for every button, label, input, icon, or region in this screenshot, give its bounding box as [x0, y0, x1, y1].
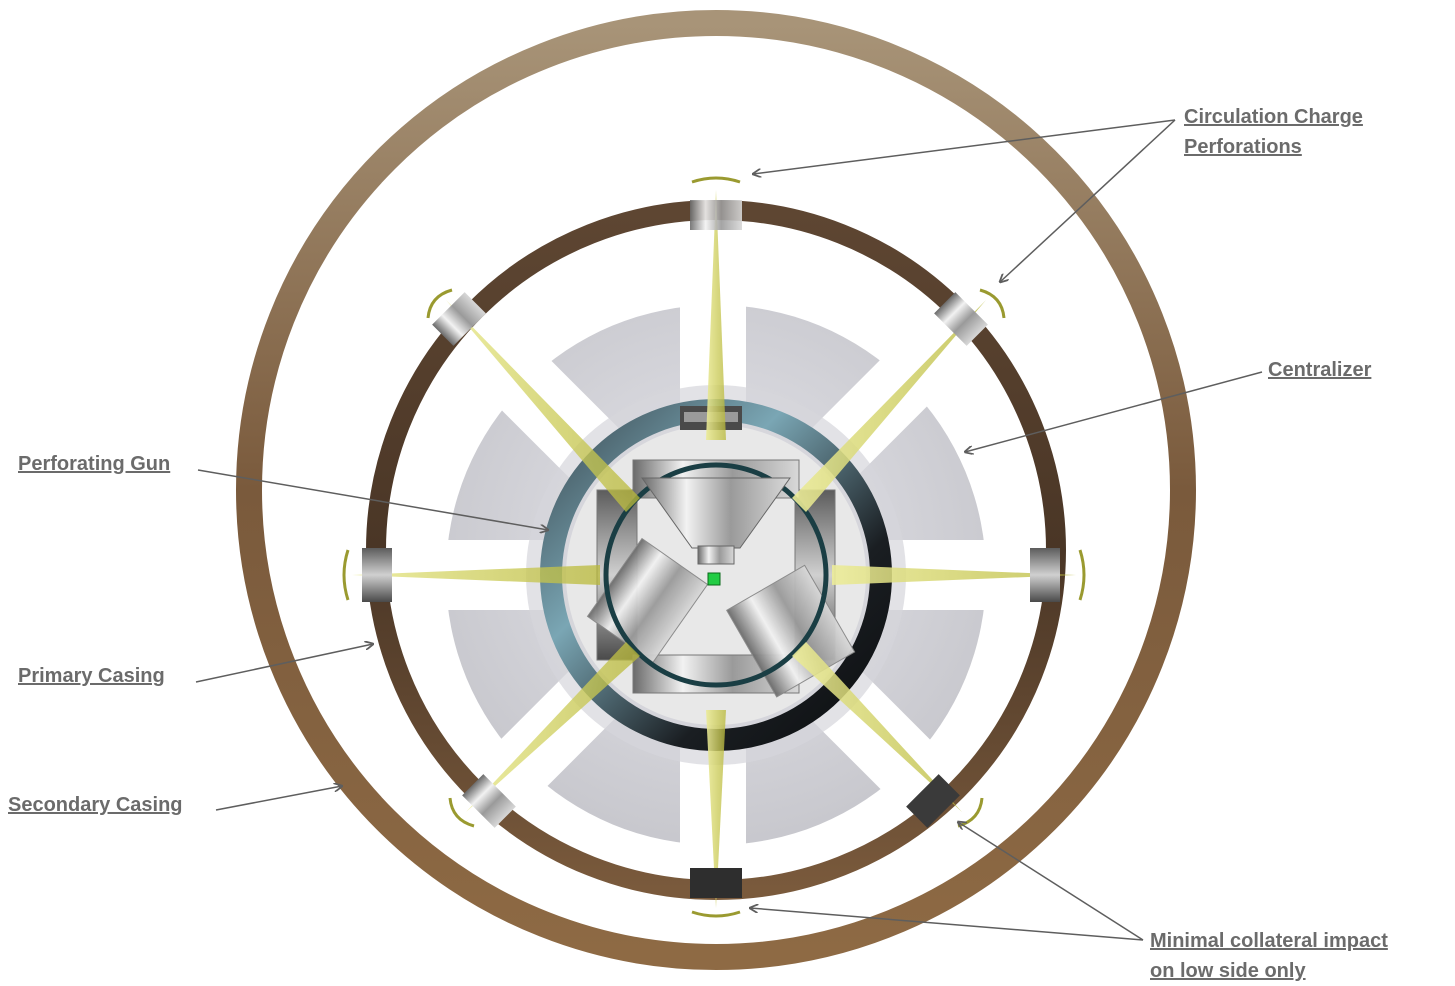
secondary-casing	[236, 10, 1196, 970]
label-circulation-line2: Perforations	[1184, 136, 1302, 158]
callout-leaders	[195, 119, 1263, 941]
jet-right	[832, 549, 1086, 601]
label-circulation-charge-perforations: Circulation Charge Perforations	[1184, 102, 1363, 162]
label-minimal-line1: Minimal collateral impact	[1150, 930, 1388, 952]
leader-secondary-casing	[215, 786, 342, 811]
label-secondary-casing: Secondary Casing	[8, 794, 183, 816]
jet-down	[691, 710, 741, 918]
label-circulation-line1: Circulation Charge	[1184, 106, 1363, 128]
casing-perforations	[362, 200, 1060, 898]
leader-primary-casing	[195, 644, 373, 683]
leader-minimal-a	[750, 908, 1144, 941]
leader-perforating-gun	[197, 469, 548, 530]
jet-left	[342, 549, 600, 601]
jet-up	[691, 176, 741, 440]
jet-up-right	[792, 288, 1006, 512]
label-perforating-gun: Perforating Gun	[18, 453, 171, 475]
label-primary-casing: Primary Casing	[18, 665, 165, 687]
label-minimal-line2: on low side only	[1150, 960, 1306, 982]
leader-centralizer	[965, 371, 1263, 452]
shaped-charge-cone	[641, 477, 791, 549]
label-minimal-collateral-impact: Minimal collateral impact on low side on…	[1150, 926, 1388, 986]
indicator-light	[707, 572, 721, 586]
label-centralizer: Centralizer	[1268, 359, 1372, 381]
gun-inner-ring	[603, 462, 829, 688]
jet-down-left	[448, 642, 640, 828]
perforation-jets	[342, 176, 1086, 918]
leader-circulation-a	[753, 119, 1176, 174]
leader-minimal-b	[958, 822, 1144, 941]
leader-circulation-b	[1000, 119, 1176, 282]
jet-up-left	[426, 288, 640, 512]
